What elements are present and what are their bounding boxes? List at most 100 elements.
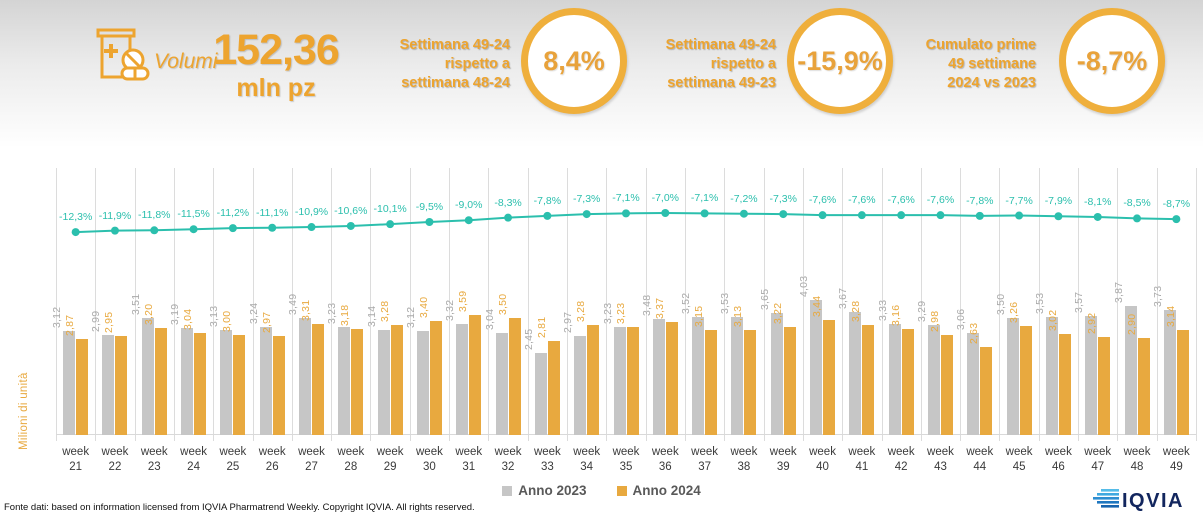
line-data-point [1093, 212, 1102, 221]
cumulative-trend-line [71, 209, 1181, 237]
bar-anno-2023 [849, 312, 862, 435]
bar-anno-2024 [1098, 337, 1111, 435]
line-pct-label: -7,6% [887, 194, 915, 207]
bar-anno-2023 [888, 323, 901, 435]
gridline [134, 168, 136, 441]
week-label: week 46 [1044, 446, 1072, 473]
gridline [960, 168, 962, 441]
bar-anno-2023 [534, 353, 547, 435]
pharmacy-volumes-icon [96, 28, 150, 81]
line-pct-label: -7,7% [1005, 194, 1033, 207]
line-data-point [857, 211, 866, 220]
kpi-cumulative-circle: -8,7% [1059, 8, 1165, 114]
week-label: week 23 [140, 446, 168, 473]
line-pct-label: -7,3% [572, 193, 601, 206]
gridline [173, 168, 175, 441]
week-label: week 36 [651, 446, 679, 473]
bar-anno-2024 [1058, 334, 1071, 435]
iqvia-logo-text: IQVIA [1122, 490, 1184, 512]
line-data-point [228, 224, 237, 233]
bar-anno-2024 [272, 335, 285, 435]
line-pct-label: -7,1% [612, 192, 640, 205]
gridline [724, 168, 726, 441]
bar-anno-2023 [1085, 315, 1098, 435]
line-pct-label: -12,3% [59, 211, 93, 224]
line-pct-label: -7,8% [533, 194, 562, 207]
line-pct-label: -7,6% [848, 194, 876, 207]
bar-anno-2023 [141, 317, 154, 435]
gridline [842, 168, 844, 441]
gridline [331, 168, 333, 441]
kpi-week-vs-year-ago-circle: -15,9% [787, 8, 893, 114]
line-data-point [150, 226, 159, 235]
gridline [527, 168, 529, 441]
anno-2023-label: Anno 2023 [518, 483, 587, 498]
x-axis-line [56, 434, 1196, 435]
gridline [1196, 168, 1197, 441]
week-label: week 22 [101, 446, 129, 473]
week-label: week 37 [691, 446, 719, 473]
bar-anno-2023 [1045, 317, 1058, 435]
week-label: week 42 [887, 446, 915, 473]
bar-anno-2024 [194, 333, 207, 435]
legend-item-anno-2023: Anno 2023 [502, 483, 587, 498]
line-pct-label: -7,9% [1044, 195, 1073, 208]
line-pct-label: -8,1% [1084, 195, 1112, 208]
bar-anno-2024 [940, 335, 953, 435]
line-data-point [464, 216, 473, 225]
bar-anno-2024 [233, 334, 246, 435]
bar-anno-2024 [547, 341, 560, 435]
line-data-point [1133, 214, 1142, 223]
line-data-point [1172, 215, 1181, 224]
gridline [1078, 168, 1080, 441]
bar-anno-2023 [1124, 305, 1137, 435]
total-volume-value: 152,36 [213, 26, 340, 74]
line-pct-label: -7,1% [690, 192, 719, 205]
bar-anno-2024 [469, 315, 482, 435]
bar-anno-2023 [416, 330, 429, 435]
bar-anno-2024 [429, 321, 442, 435]
gridline [1156, 168, 1158, 441]
bar-anno-2023 [770, 313, 783, 435]
line-data-point [386, 220, 395, 229]
week-label: week 47 [1084, 446, 1112, 473]
line-data-point [661, 209, 670, 217]
line-data-point [268, 223, 277, 232]
kpi-week-vs-prev-week-circle: 8,4% [521, 8, 627, 114]
week-label: week 38 [730, 446, 758, 473]
line-pct-label: -11,8% [138, 209, 171, 222]
source-note: Fonte dati: based on information license… [4, 502, 475, 513]
week-label: week 21 [62, 446, 90, 473]
bar-anno-2023 [810, 300, 823, 435]
line-pct-label: -7,2% [730, 192, 758, 205]
line-data-point [346, 221, 355, 230]
bar-anno-2023 [967, 332, 980, 435]
kpi-week-vs-prev-week-value: 8,4% [543, 45, 605, 76]
kpi-week-vs-prev-week-label: Settimana 49-24 rispetto a settimana 48-… [399, 37, 510, 91]
bar-anno-2024 [1019, 326, 1032, 435]
anno-2024-label: Anno 2024 [632, 483, 701, 498]
bar-anno-2023 [574, 335, 587, 435]
y-axis-label: Milioni di unità [18, 372, 30, 450]
line-data-point [700, 209, 709, 218]
week-label: week 26 [258, 446, 286, 473]
week-label: week 33 [533, 446, 561, 473]
bar-anno-2024 [390, 325, 403, 435]
line-pct-label: -8,3% [494, 196, 522, 209]
weekly-volumes-chart: 3,12 2,87 -12,3% 2,99 2,95 -11,9% 3,51 3,20 -11,… [51, 168, 1197, 441]
total-volume-unit: mln pz [236, 74, 316, 102]
line-data-point [1054, 212, 1063, 221]
bar-anno-2023 [692, 317, 705, 435]
bar-anno-2024 [862, 325, 875, 435]
gridline [645, 168, 647, 441]
week-label: week 44 [966, 446, 994, 473]
anno-2023-swatch [502, 485, 513, 496]
bar-anno-2024 [665, 322, 678, 435]
week-label: week 25 [219, 446, 247, 473]
gridline [291, 168, 293, 441]
kpi-week-vs-year-ago-label: Settimana 49-24 rispetto a settimana 49-… [665, 37, 776, 91]
bar-anno-2023 [613, 327, 626, 435]
bar-anno-2023 [1163, 310, 1176, 435]
bar-anno-2023 [63, 330, 76, 435]
gridline [920, 168, 922, 441]
